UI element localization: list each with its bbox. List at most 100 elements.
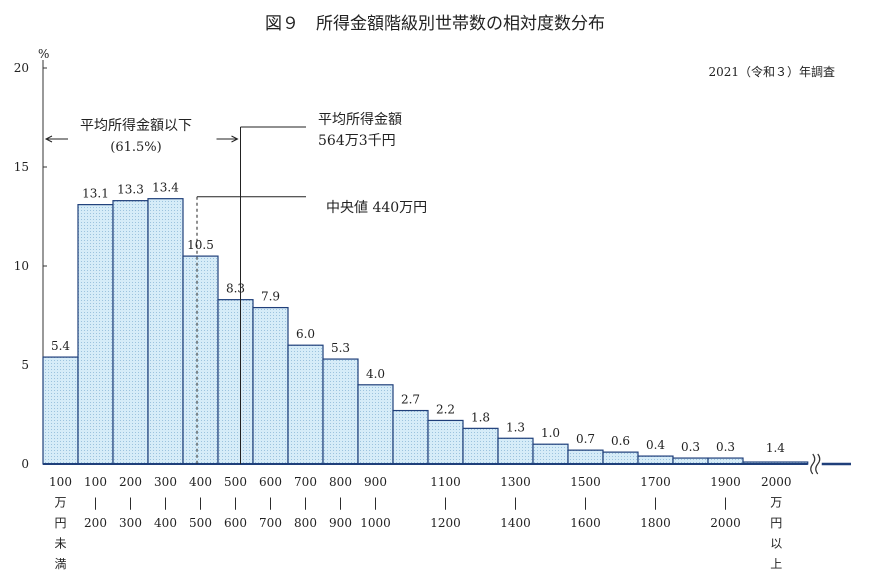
x-tick-label-line: | — [128, 496, 132, 510]
x-tick-label-line: 上 — [770, 557, 782, 571]
x-tick-label-line: 100 — [84, 475, 107, 489]
y-tick-label: 10 — [14, 259, 29, 273]
bar — [42, 356, 79, 465]
x-tick-label-line: 800 — [294, 516, 317, 530]
x-tick-label-line: 500 — [224, 475, 247, 489]
x-tick-label-line: 900 — [364, 475, 387, 489]
x-tick-label: 1900 | 2000 — [710, 475, 741, 530]
x-tick-label-line: 2000 — [710, 516, 741, 530]
bar-value-label: 13.1 — [82, 187, 109, 201]
x-tick-label-line: | — [338, 496, 342, 510]
y-tick-label: 20 — [14, 61, 29, 75]
bar-value-label: 5.3 — [331, 341, 350, 355]
bar — [637, 455, 674, 465]
bar-value-label: 0.7 — [576, 432, 595, 446]
x-tick-label-line: | — [513, 496, 517, 510]
y-tick-label: 0 — [21, 457, 29, 471]
bar — [462, 427, 499, 465]
chart-subtitle: 2021（令和３）年調査 — [708, 64, 835, 79]
bar-value-label: 0.4 — [646, 438, 665, 452]
bar — [602, 451, 639, 465]
bar — [77, 204, 114, 465]
x-tick-label-line: 900 — [329, 516, 352, 530]
bar — [217, 299, 254, 465]
x-tick-label-line: 円 — [54, 516, 66, 530]
x-tick-label: 800 | 900 — [329, 475, 352, 530]
mean-label: 平均所得金額 — [318, 111, 402, 128]
bar — [392, 409, 429, 465]
x-tick-label-line: | — [303, 496, 307, 510]
bar-value-label: 6.0 — [296, 327, 315, 341]
bar-value-label: 10.5 — [187, 238, 214, 252]
annotations: 平均所得金額以下 (61.5%) 平均所得金額 564万3千円 中央値 440万… — [80, 111, 427, 216]
y-axis-unit: % — [38, 47, 49, 61]
x-tick-label-line: | — [233, 496, 237, 510]
x-tick-label-line: | — [443, 496, 447, 510]
x-tick-label: 1700 | 1800 — [640, 475, 671, 530]
bar — [147, 198, 184, 465]
x-tick-label-line: 1200 — [430, 516, 461, 530]
mean-value-label: 564万3千円 — [318, 133, 396, 149]
bar-value-label: 13.3 — [117, 183, 144, 197]
bar-value-label: 1.3 — [506, 420, 525, 434]
x-tick-label: 200 | 300 — [119, 475, 142, 530]
x-tick-label: 300 | 400 — [154, 475, 177, 530]
x-tick-label-line: | — [268, 496, 272, 510]
x-tick-label: 700 | 800 — [294, 475, 317, 530]
x-tick-label-line: 600 — [224, 516, 247, 530]
x-tick-label: 600 | 700 — [259, 475, 282, 530]
bar — [322, 358, 359, 465]
x-tick-label-line: 円 — [770, 516, 782, 530]
bar-value-label: 0.6 — [611, 434, 630, 448]
x-tick-label-line: 300 — [154, 475, 177, 489]
bar-value-label: 0.3 — [681, 440, 700, 454]
bar-value-label: 5.4 — [51, 339, 70, 353]
bar — [532, 443, 569, 465]
x-tick-label-line: 800 — [329, 475, 352, 489]
bar — [182, 255, 219, 465]
x-tick-label-line: 1900 — [710, 475, 741, 489]
y-tick-label: 15 — [14, 160, 29, 174]
x-tick-label: 100 | 200 — [84, 475, 107, 530]
x-tick-label-line: 1500 — [570, 475, 601, 489]
x-tick-label-line: 未 — [54, 537, 66, 551]
x-tick-label-line: | — [723, 496, 727, 510]
x-tick-label-line: 700 — [259, 516, 282, 530]
bar-value-label: 1.4 — [766, 441, 785, 455]
x-tick-label: 900 | 1000 — [360, 475, 391, 530]
x-tick-label-line: 以 — [770, 537, 782, 551]
bar-value-label: 13.4 — [152, 181, 179, 195]
x-tick-label-line: 1300 — [500, 475, 531, 489]
x-tick-label-line: 200 — [84, 516, 107, 530]
arrow-left-icon — [44, 135, 68, 143]
x-tick-label-line: 1800 — [640, 516, 671, 530]
x-tick-label-line: | — [653, 496, 657, 510]
chart-title: 図９ 所得金額階級別世帯数の相対度数分布 — [265, 14, 605, 34]
bar — [497, 437, 534, 465]
x-tick-label-line: | — [373, 496, 377, 510]
x-tick-label-line: 100 — [49, 475, 72, 489]
axis-break-icon — [810, 453, 821, 475]
x-tick-label-line: 500 — [189, 516, 212, 530]
x-tick-label-line: 300 — [119, 516, 142, 530]
x-tick-label: 500 | 600 — [224, 475, 247, 530]
bar — [112, 200, 149, 465]
median-label: 中央値 440万円 — [326, 200, 427, 216]
bar — [252, 306, 289, 465]
x-tick-label-line: 万 — [770, 496, 782, 510]
x-tick-label-line: 1700 — [640, 475, 671, 489]
bar — [427, 419, 464, 465]
x-tick-label-line: 万 — [54, 496, 66, 510]
x-tick-label-line: 2000 — [761, 475, 792, 489]
bar — [287, 344, 324, 465]
bar-value-label: 7.9 — [261, 290, 280, 304]
x-tick-label-line: 満 — [54, 557, 66, 571]
x-tick-label-line: | — [583, 496, 587, 510]
x-tick-label-line: | — [198, 496, 202, 510]
bar-value-label: 1.0 — [541, 426, 560, 440]
bar-value-label: 0.3 — [716, 440, 735, 454]
x-tick-label-line: 1400 — [500, 516, 531, 530]
x-tick-label: 1500 | 1600 — [570, 475, 601, 530]
